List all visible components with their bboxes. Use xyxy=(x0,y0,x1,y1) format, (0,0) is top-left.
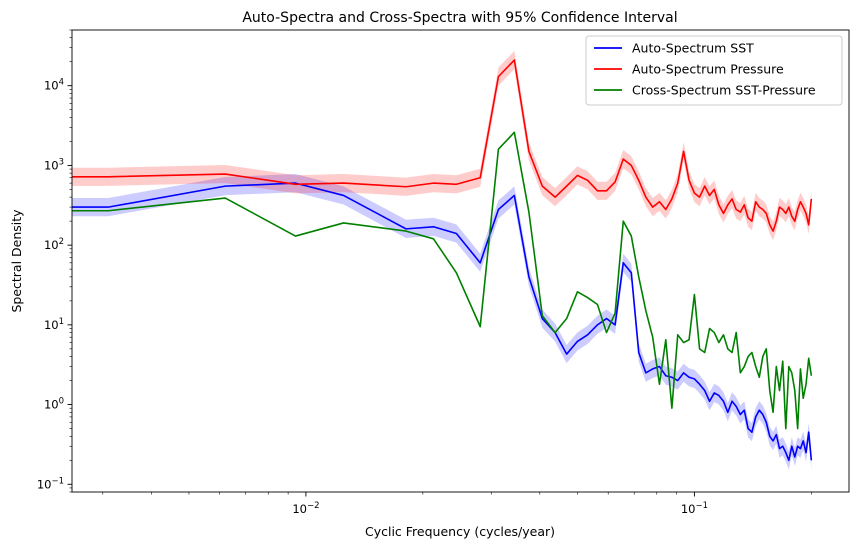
series-line-auto-spectrum-sst xyxy=(72,182,813,462)
legend-label-cross-spectrum-sst-pressure: Cross-Spectrum SST-Pressure xyxy=(632,83,816,98)
x-axis: 10−2 10−1 xyxy=(102,492,812,516)
chart-title: Auto-Spectra and Cross-Spectra with 95% … xyxy=(242,10,677,26)
y-tick-label: 102 xyxy=(44,237,64,252)
series-lines xyxy=(72,59,813,462)
y-axis-label: Spectral Density xyxy=(9,209,24,313)
x-tick-label: 10−2 xyxy=(292,501,319,516)
series-line-auto-spectrum-pressure xyxy=(72,59,813,232)
legend-label-auto-spectrum-sst: Auto-Spectrum SST xyxy=(632,41,754,56)
x-tick-label: 10−1 xyxy=(681,501,708,516)
legend-box xyxy=(585,35,843,106)
ci-band-auto-spectrum-sst xyxy=(72,174,812,470)
legend-label-auto-spectrum-pressure: Auto-Spectrum Pressure xyxy=(632,62,784,77)
legend: Auto-Spectrum SST Auto-Spectrum Pressure C… xyxy=(585,35,843,106)
y-tick-label: 100 xyxy=(44,397,64,412)
series-line-cross-spectrum-sst-pressure xyxy=(72,131,813,430)
plot-frame xyxy=(71,29,850,493)
y-tick-label: 10−1 xyxy=(37,476,64,491)
confidence-bands xyxy=(72,50,812,470)
y-tick-label: 103 xyxy=(44,157,64,172)
y-tick-label: 101 xyxy=(44,317,64,332)
y-axis: 10−1 100 101 102 103 104 xyxy=(37,29,72,493)
x-axis-label: Cyclic Frequency (cycles/year) xyxy=(365,524,555,539)
y-tick-label: 104 xyxy=(44,78,64,93)
